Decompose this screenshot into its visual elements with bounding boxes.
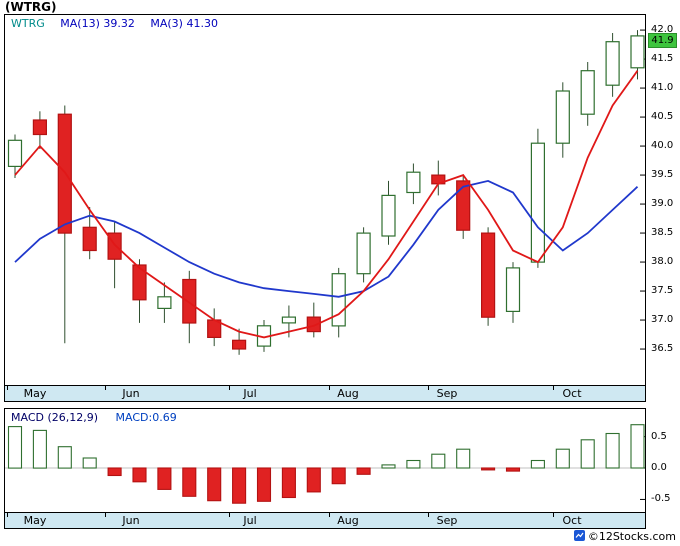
price-y-axis: 41.9 42.0 41.5 41.0 40.5 40.0 39.5 39.0 38.5 38.… [647,14,680,386]
month-tick [329,386,330,390]
last-price-badge: 41.9 [648,33,677,48]
month-tick [428,513,429,517]
month-label: Sep [436,387,458,400]
month-tick [553,386,554,390]
price-axis-label: 38.5 [651,227,674,238]
month-tick [428,386,429,390]
month-label: Oct [562,514,582,527]
macd-panel: MACD (26,12,9) MACD:0.69 [4,408,646,513]
month-tick [229,386,230,390]
price-legend: WTRG MA(13) 39.32 MA(3) 41.30 [11,17,218,30]
month-label: Jul [243,387,257,400]
price-axis-label: 40.0 [651,140,674,151]
macd-x-axis: May Jun Jul Aug Sep Oct [4,512,646,529]
price-axis-label: 37.5 [651,285,674,296]
page-title: (WTRG) [5,0,57,14]
month-label: Oct [562,387,582,400]
macd-label: MACD (26,12,9) [11,411,99,424]
price-axis-label: 40.5 [651,111,674,122]
price-axis-label: 38.0 [651,256,674,267]
month-tick [7,386,8,390]
macd-axis-label: 0.0 [651,462,667,473]
price-axis-label: 41.5 [651,53,674,64]
price-axis-label: 42.0 [651,24,674,35]
price-axis-label: 39.5 [651,169,674,180]
legend-ma3: MA(3) 41.30 [150,17,218,30]
macd-y-axis: 0.5 0.0 -0.5 [647,408,680,513]
macd-legend: MACD (26,12,9) MACD:0.69 [11,411,177,424]
month-label: Jun [122,514,140,527]
month-label: Aug [337,514,359,527]
price-axis-label: 36.5 [651,343,674,354]
footer: ©12Stocks.com [0,530,676,543]
month-label: Jun [122,387,140,400]
month-label: May [23,387,47,400]
month-tick [329,513,330,517]
macd-axis-label: 0.5 [651,431,667,442]
price-axis-label: 39.0 [651,198,674,209]
month-tick [553,513,554,517]
price-axis-label: 37.0 [651,314,674,325]
month-tick [105,513,106,517]
macd-value: MACD:0.69 [115,411,177,424]
month-tick [229,513,230,517]
price-chart-panel: WTRG MA(13) 39.32 MA(3) 41.30 [4,14,646,386]
macd-axis-label: -0.5 [651,493,671,504]
price-candlestick-chart [7,29,645,355]
legend-ma13: MA(13) 39.32 [60,17,135,30]
price-x-axis: May Jun Jul Aug Sep Oct [4,385,646,402]
month-tick [7,513,8,517]
copyright-text: ©12Stocks.com [587,530,676,543]
12stocks-logo-icon [573,530,585,541]
legend-symbol: WTRG [11,17,45,30]
month-label: Aug [337,387,359,400]
macd-histogram-chart [5,424,645,504]
month-label: May [23,514,47,527]
month-tick [105,386,106,390]
price-axis-label: 41.0 [651,82,674,93]
month-label: Sep [436,514,458,527]
month-label: Jul [243,514,257,527]
